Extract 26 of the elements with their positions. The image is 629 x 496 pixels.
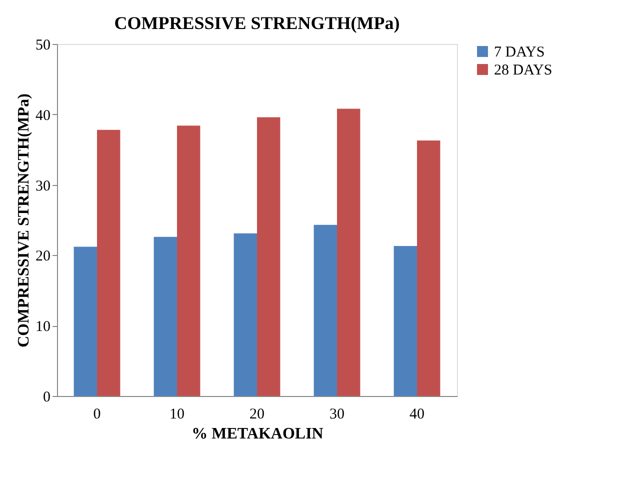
- bar: [177, 126, 200, 396]
- chart-title: COMPRESSIVE STRENGTH(MPa): [114, 13, 400, 33]
- x-tick-label: 30: [330, 406, 344, 422]
- y-tick-label: 40: [36, 108, 50, 124]
- bar: [234, 233, 257, 396]
- y-tick-label: 30: [36, 178, 50, 194]
- x-axis-title: % METAKAOLIN: [192, 426, 324, 442]
- y-tick-label: 20: [36, 248, 50, 265]
- bar: [314, 224, 337, 396]
- y-axis-title: COMPRESSIVE STRENGTH(MPa): [16, 94, 32, 348]
- bar: [154, 236, 177, 396]
- x-tick-label: 10: [170, 406, 184, 422]
- x-tick-label: 20: [250, 406, 264, 422]
- x-tick-label: 0: [93, 406, 101, 422]
- legend-label: 28 DAYS: [494, 62, 552, 78]
- bar: [257, 117, 280, 396]
- bar: [337, 108, 360, 396]
- legend-label: 7 DAYS: [494, 44, 545, 60]
- y-tick-label: 50: [36, 38, 50, 54]
- y-tick-label: 10: [36, 319, 50, 336]
- bar: [74, 246, 97, 396]
- y-tick-label: 0: [43, 390, 50, 406]
- bar: [394, 246, 417, 396]
- bar: [417, 140, 440, 396]
- bar: [97, 130, 120, 396]
- x-tick-label: 40: [410, 406, 424, 422]
